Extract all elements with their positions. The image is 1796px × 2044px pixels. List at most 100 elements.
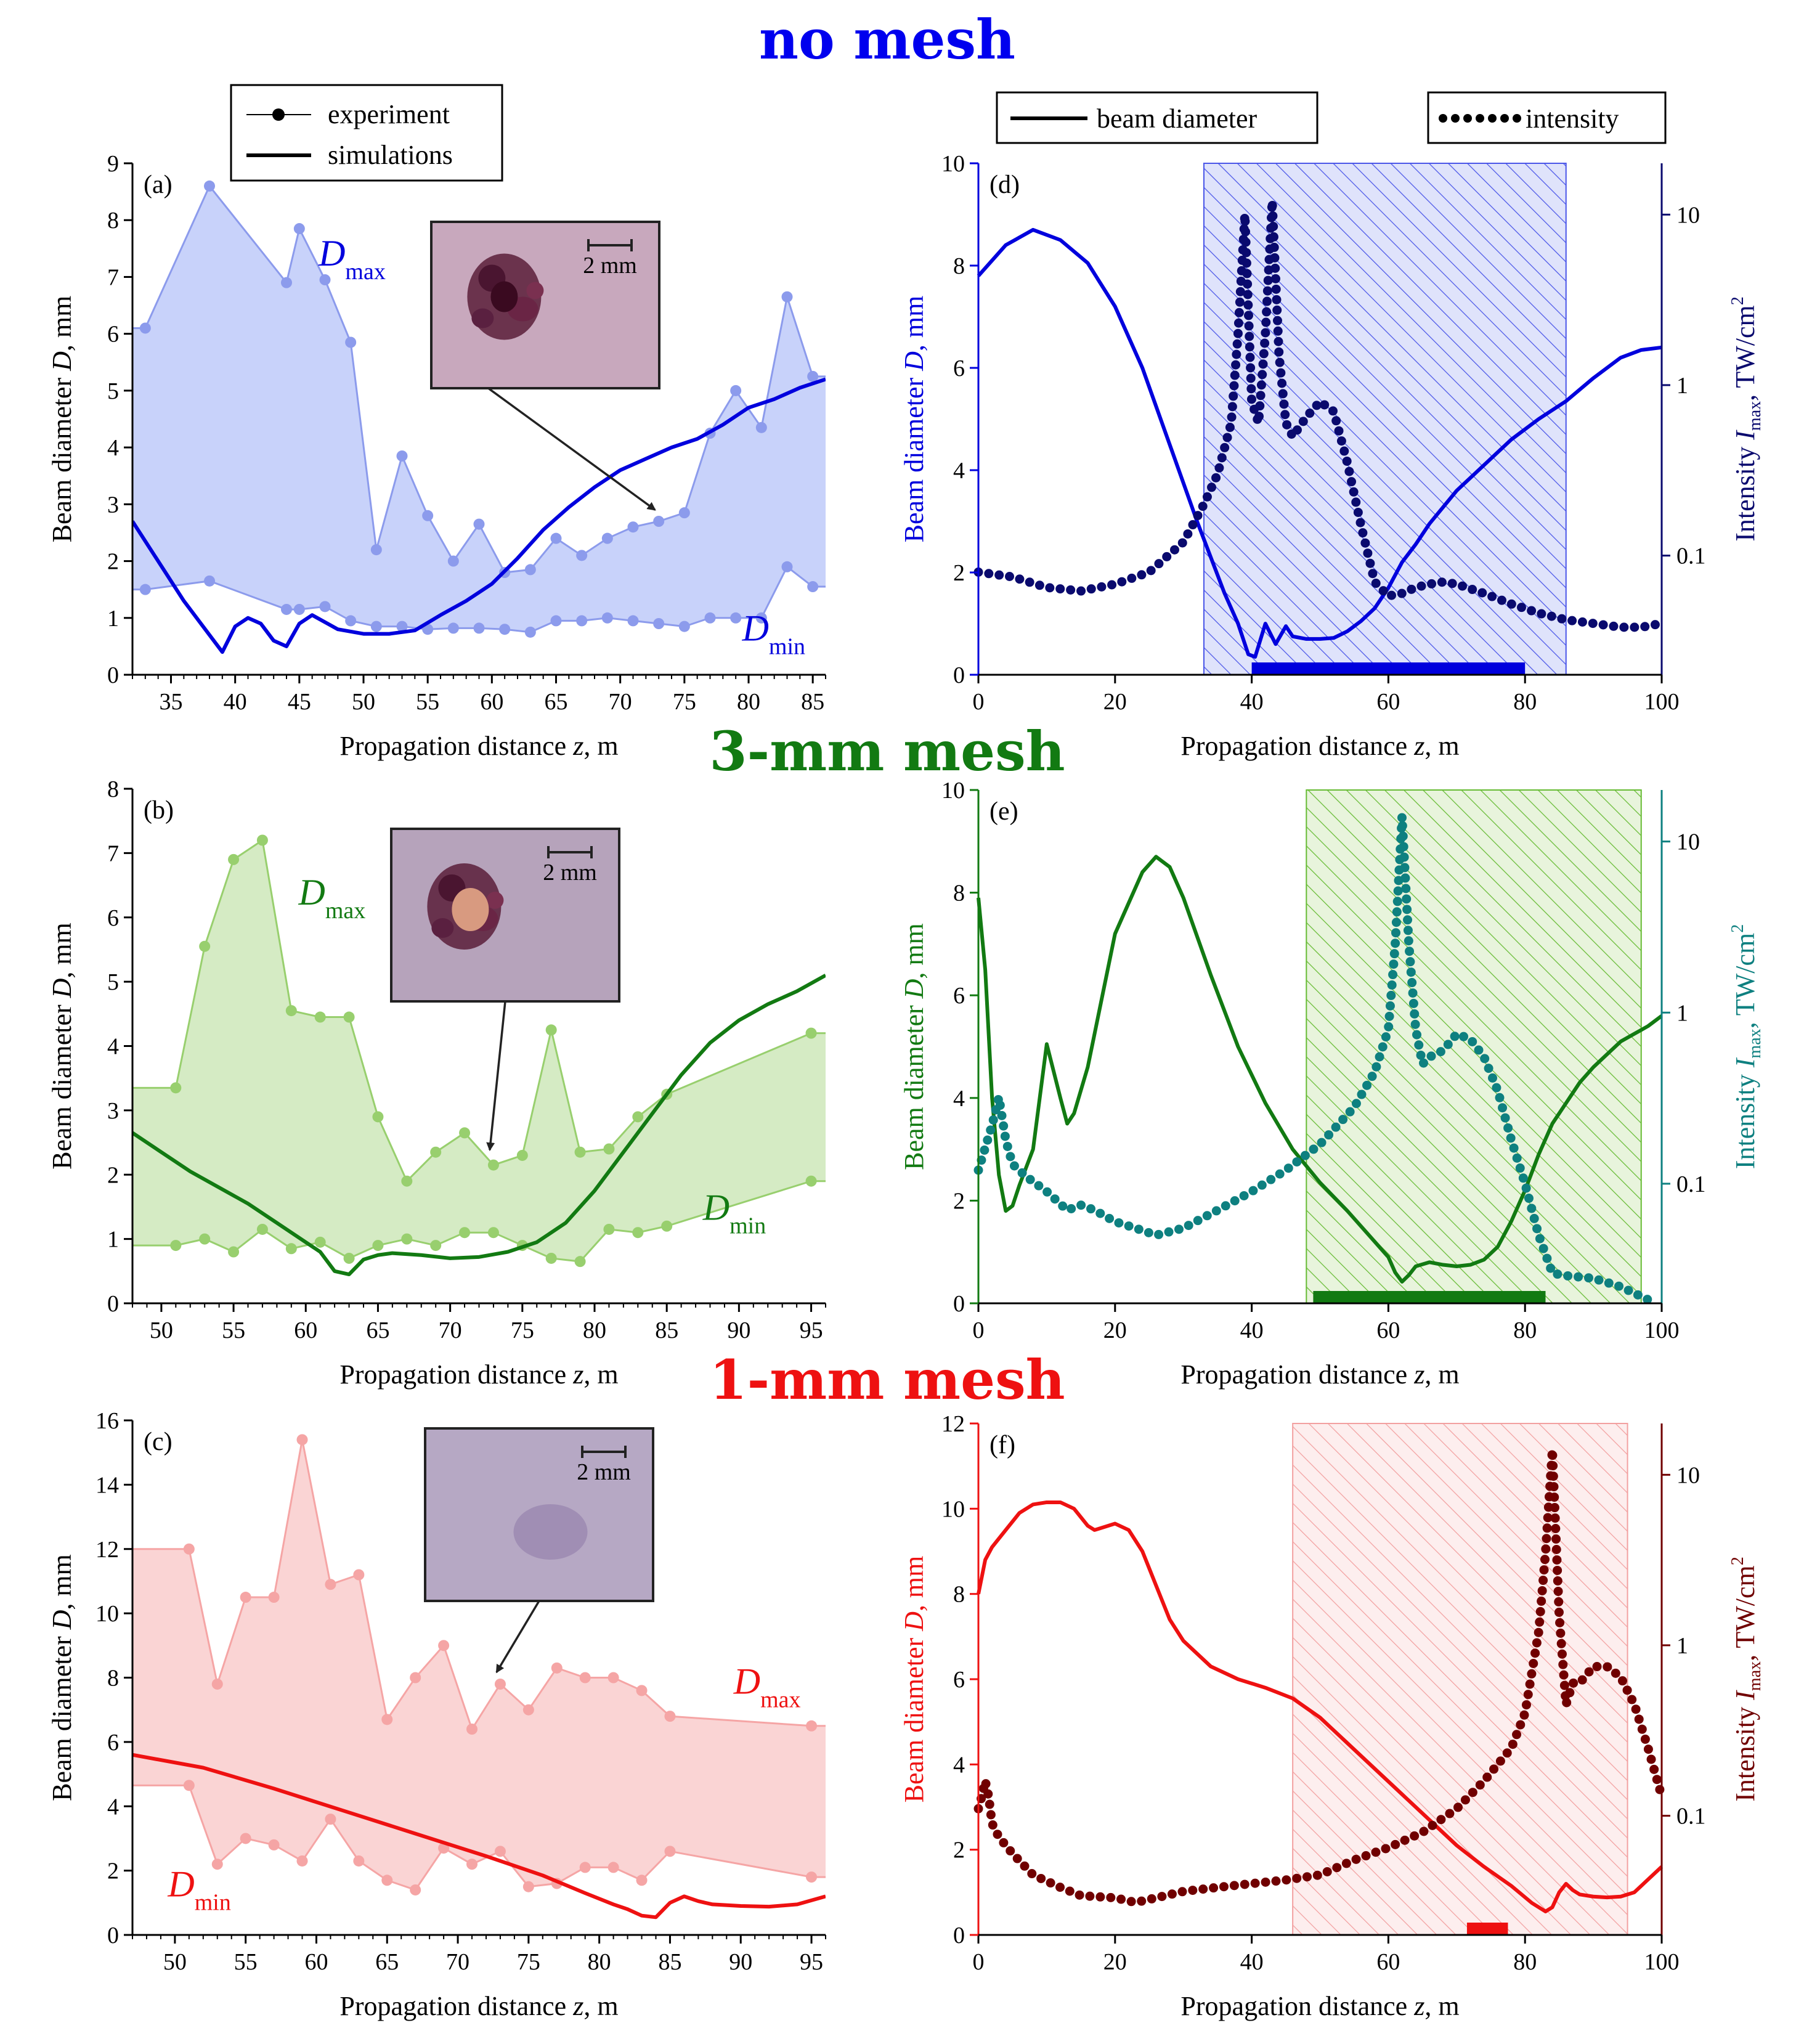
intensity-point xyxy=(1538,1576,1548,1586)
y-tick-label: 0 xyxy=(953,662,965,688)
intensity-point xyxy=(1217,453,1227,463)
intensity-point xyxy=(1275,357,1285,367)
intensity-point xyxy=(1567,616,1577,625)
x-tick-label: 60 xyxy=(304,1949,328,1975)
intensity-point xyxy=(1144,1228,1153,1237)
dmin-experiment-point xyxy=(494,1846,506,1857)
intensity-point xyxy=(1558,1659,1568,1669)
intensity-point xyxy=(1488,1073,1498,1083)
dmin-experiment-point xyxy=(805,1175,817,1187)
y2-axis-title: Intensity Imax, TW/cm2 xyxy=(1728,1557,1765,1801)
intensity-point xyxy=(1482,1772,1492,1782)
y-tick-label: 8 xyxy=(107,776,119,802)
intensity-point xyxy=(984,569,994,579)
intensity-point xyxy=(1244,321,1254,331)
intensity-point xyxy=(1360,538,1370,548)
dmin-label-sub: min xyxy=(195,1889,231,1915)
y-axis-title-var: D xyxy=(899,979,929,999)
x-tick-label: 85 xyxy=(801,689,824,715)
dmax-experiment-point xyxy=(343,1011,355,1023)
x-tick-label: 55 xyxy=(416,689,439,715)
y-tick-label: 4 xyxy=(953,1752,965,1778)
intensity-point xyxy=(1404,936,1413,946)
intensity-point xyxy=(1523,1690,1533,1700)
intensity-point xyxy=(1345,1107,1355,1117)
dmin-experiment-point xyxy=(603,1223,615,1235)
intensity-point xyxy=(985,1799,994,1809)
intensity-point xyxy=(1400,873,1410,883)
intensity-point xyxy=(983,1135,993,1145)
intensity-point xyxy=(1240,216,1250,226)
x-tick-label: 80 xyxy=(1513,689,1537,715)
intensity-point xyxy=(1551,1545,1561,1555)
intensity-point xyxy=(1207,482,1217,492)
intensity-point xyxy=(1512,1730,1522,1740)
intensity-point xyxy=(1401,884,1411,894)
intensity-point xyxy=(1248,1186,1258,1195)
intensity-point xyxy=(1257,1180,1267,1190)
intensity-point xyxy=(1388,970,1398,980)
y-tick-label: 6 xyxy=(107,905,119,931)
x-tick-label: 35 xyxy=(160,689,183,715)
intensity-point xyxy=(1025,577,1034,587)
intensity-point xyxy=(1397,813,1407,823)
y-tick-label: 2 xyxy=(107,1162,119,1188)
dmax-experiment-point xyxy=(730,385,742,396)
intensity-point xyxy=(1312,1870,1322,1880)
intensity-point xyxy=(1331,1122,1341,1132)
intensity-point xyxy=(1530,1648,1540,1658)
intensity-point xyxy=(1498,1103,1508,1113)
x-tick-label: 60 xyxy=(1376,689,1400,715)
intensity-point xyxy=(1017,1168,1027,1178)
intensity-point xyxy=(1169,545,1179,555)
plot-area xyxy=(132,834,826,1277)
inset-photo: 2 mm xyxy=(430,221,660,389)
y2-tick-label: 10 xyxy=(1676,202,1700,228)
intensity-point xyxy=(1574,1272,1583,1282)
dmax-experiment-point xyxy=(806,1720,818,1732)
intensity-point xyxy=(1124,1221,1134,1231)
y-tick-label: 4 xyxy=(107,1034,119,1060)
intensity-point xyxy=(1262,286,1272,296)
legend-right: beam diameter intensity xyxy=(996,91,1667,144)
dmax-dmin-band xyxy=(132,185,826,632)
dmin-experiment-point xyxy=(678,621,690,632)
dmax-experiment-point xyxy=(545,1024,557,1036)
intensity-point xyxy=(1269,221,1278,231)
intensity-point xyxy=(1537,1586,1547,1595)
intensity-point xyxy=(1193,511,1203,521)
beam-diameter-line xyxy=(977,227,1662,659)
intensity-point xyxy=(1177,538,1187,548)
x-axis-title-var: z xyxy=(572,1991,583,2021)
intensity-point xyxy=(1646,1754,1656,1764)
dmin-experiment-point xyxy=(381,1875,393,1886)
dmin-experiment-point xyxy=(664,1846,676,1857)
y2-tick-label: 0.1 xyxy=(1676,1171,1706,1197)
intensity-point xyxy=(1076,1200,1086,1210)
dmax-experiment-point xyxy=(487,1159,499,1171)
intensity-point xyxy=(1361,1851,1371,1861)
intensity-point xyxy=(1515,1163,1525,1173)
dmax-experiment-point xyxy=(204,180,215,192)
intensity-point xyxy=(1368,569,1378,579)
x-tick-label: 80 xyxy=(1513,1317,1537,1343)
intensity-point xyxy=(1272,316,1282,325)
intensity-point xyxy=(1246,373,1256,383)
intensity-point xyxy=(1229,381,1239,391)
intensity-point xyxy=(1259,349,1269,359)
intensity-point xyxy=(1630,622,1640,632)
intensity-point xyxy=(1402,905,1412,914)
intensity-point xyxy=(1371,1062,1381,1072)
panel-a: 35 40 45 50 55 60 65 70 75 80 850123456789Propagat… xyxy=(47,151,826,761)
intensity-point xyxy=(986,1125,996,1135)
x-axis-title-text: Propagation distance xyxy=(1180,1359,1414,1390)
intensity-point xyxy=(1460,1795,1470,1805)
beam-diameter-line xyxy=(977,1500,1664,1913)
intensity-point xyxy=(1495,1756,1505,1766)
intensity-point xyxy=(1272,295,1282,304)
y-axis-title-unit: , mm xyxy=(899,923,929,979)
dmin-experiment-point xyxy=(353,1855,365,1867)
intensity-point xyxy=(1095,1892,1105,1902)
intensity-point xyxy=(1527,606,1537,616)
intensity-point xyxy=(1188,520,1198,530)
